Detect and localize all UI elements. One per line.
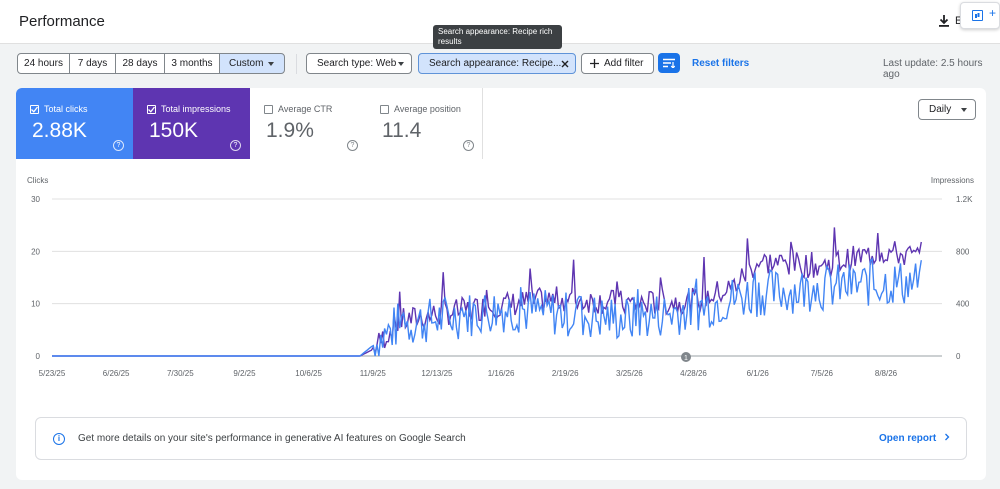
report-icon bbox=[972, 10, 983, 21]
ai-features-banner: i Get more details on your site's perfor… bbox=[35, 417, 967, 460]
metric-value: 1.9% bbox=[266, 119, 314, 142]
right-axis-label: Impressions bbox=[931, 176, 974, 185]
range-24h-button[interactable]: 24 hours bbox=[17, 53, 70, 74]
search-appearance-chip[interactable]: Search appearance: Recipe... bbox=[418, 53, 576, 74]
plus-icon bbox=[590, 59, 599, 68]
help-icon[interactable]: ? bbox=[463, 140, 474, 151]
chevron-down-icon bbox=[961, 108, 967, 112]
x-axis-tick: 6/1/26 bbox=[747, 369, 770, 378]
last-update-text: Last update: 2.5 hours ago bbox=[883, 58, 983, 80]
x-axis-tick: 4/28/26 bbox=[680, 369, 707, 378]
x-axis-tick: 1/16/26 bbox=[488, 369, 515, 378]
right-axis-tick: 0 bbox=[956, 352, 961, 361]
export-label[interactable]: E bbox=[955, 15, 963, 27]
help-icon[interactable]: ? bbox=[113, 140, 124, 151]
chevron-down-icon bbox=[398, 62, 404, 66]
checkbox-checked-icon[interactable] bbox=[147, 105, 156, 114]
metric-label: Total impressions bbox=[161, 104, 231, 114]
add-filter-button[interactable]: Add filter bbox=[581, 53, 654, 74]
right-axis-tick: 400 bbox=[956, 300, 970, 309]
right-axis-tick: 800 bbox=[956, 247, 970, 256]
x-axis-tick: 7/30/25 bbox=[167, 369, 194, 378]
x-axis-tick: 3/25/26 bbox=[616, 369, 643, 378]
metric-value: 150K bbox=[149, 119, 199, 142]
metric-label: Average CTR bbox=[278, 104, 333, 114]
info-icon: i bbox=[53, 433, 65, 445]
x-axis-tick: 5/23/25 bbox=[39, 369, 66, 378]
metric-average-position[interactable]: Average position 11.4 ? bbox=[366, 88, 483, 159]
chevron-right-icon bbox=[945, 433, 950, 441]
x-axis-tick: 12/13/25 bbox=[421, 369, 453, 378]
range-custom-label: Custom bbox=[229, 58, 264, 69]
annotation-marker bbox=[681, 352, 691, 362]
metric-label: Total clicks bbox=[44, 104, 88, 114]
divider bbox=[296, 54, 297, 74]
range-3m-button[interactable]: 3 months bbox=[164, 53, 220, 74]
metric-average-ctr[interactable]: Average CTR 1.9% ? bbox=[250, 88, 367, 159]
x-axis-tick: 11/9/25 bbox=[360, 369, 387, 378]
metric-label: Average position bbox=[394, 104, 461, 114]
annotation-label: 1 bbox=[684, 355, 688, 362]
right-axis-tick: 1.2K bbox=[956, 195, 973, 204]
metric-total-clicks[interactable]: Total clicks 2.88K ? bbox=[16, 88, 133, 159]
search-type-label: Search type: Web bbox=[317, 58, 397, 69]
left-axis-label: Clicks bbox=[27, 176, 48, 185]
add-filter-label: Add filter bbox=[604, 58, 644, 69]
granularity-label: Daily bbox=[929, 104, 952, 115]
x-axis-tick: 6/26/25 bbox=[103, 369, 130, 378]
granularity-dropdown[interactable]: Daily bbox=[918, 99, 976, 120]
page-title: Performance bbox=[19, 13, 105, 30]
chart-svg: 30 1.2K 20 800 10 400 0 0 Clicks Impressions 5/23/… bbox=[27, 176, 974, 378]
x-axis-tick: 9/2/25 bbox=[233, 369, 256, 378]
left-axis-tick: 0 bbox=[36, 352, 41, 361]
filter-tooltip: Search appearance: Recipe rich results bbox=[433, 25, 562, 49]
search-appearance-label: Search appearance: Recipe... bbox=[429, 58, 562, 69]
close-icon[interactable] bbox=[561, 60, 569, 68]
left-axis-tick: 20 bbox=[31, 247, 40, 256]
x-axis-tick: 2/19/26 bbox=[552, 369, 579, 378]
filter-icon bbox=[663, 58, 675, 68]
metric-value: 2.88K bbox=[32, 119, 87, 142]
checkbox-unchecked-icon[interactable] bbox=[264, 105, 273, 114]
checkbox-unchecked-icon[interactable] bbox=[380, 105, 389, 114]
x-axis-tick: 10/6/25 bbox=[295, 369, 322, 378]
help-icon[interactable]: ? bbox=[230, 140, 241, 151]
checkbox-checked-icon[interactable] bbox=[30, 105, 39, 114]
banner-text: Get more details on your site's performa… bbox=[78, 433, 466, 444]
download-icon[interactable] bbox=[936, 13, 952, 29]
chevron-down-icon bbox=[268, 62, 274, 66]
range-custom-button[interactable]: Custom bbox=[219, 53, 285, 74]
plus-icon: + bbox=[989, 6, 997, 20]
performance-card: Total clicks 2.88K ? Total impressions 1… bbox=[16, 88, 986, 480]
x-axis-tick: 8/8/26 bbox=[875, 369, 898, 378]
clicks-line bbox=[52, 257, 922, 357]
filter-settings-button[interactable] bbox=[658, 53, 680, 73]
left-axis-tick: 30 bbox=[31, 195, 40, 204]
metric-value: 11.4 bbox=[382, 119, 422, 142]
floating-widget[interactable]: + bbox=[960, 2, 1000, 29]
metric-total-impressions[interactable]: Total impressions 150K ? bbox=[133, 88, 250, 159]
help-icon[interactable]: ? bbox=[347, 140, 358, 151]
open-report-link[interactable]: Open report bbox=[879, 433, 951, 444]
range-28d-button[interactable]: 28 days bbox=[115, 53, 165, 74]
open-report-label: Open report bbox=[879, 433, 937, 444]
reset-filters-link[interactable]: Reset filters bbox=[692, 58, 750, 69]
x-axis-tick: 7/5/26 bbox=[811, 369, 834, 378]
search-type-chip[interactable]: Search type: Web bbox=[306, 53, 412, 74]
range-7d-button[interactable]: 7 days bbox=[69, 53, 116, 74]
filter-bar: 24 hours 7 days 28 days 3 months Custom … bbox=[0, 44, 1000, 84]
left-axis-tick: 10 bbox=[31, 300, 40, 309]
performance-chart: 30 1.2K 20 800 10 400 0 0 Clicks Impressions 5/23/… bbox=[16, 168, 986, 378]
